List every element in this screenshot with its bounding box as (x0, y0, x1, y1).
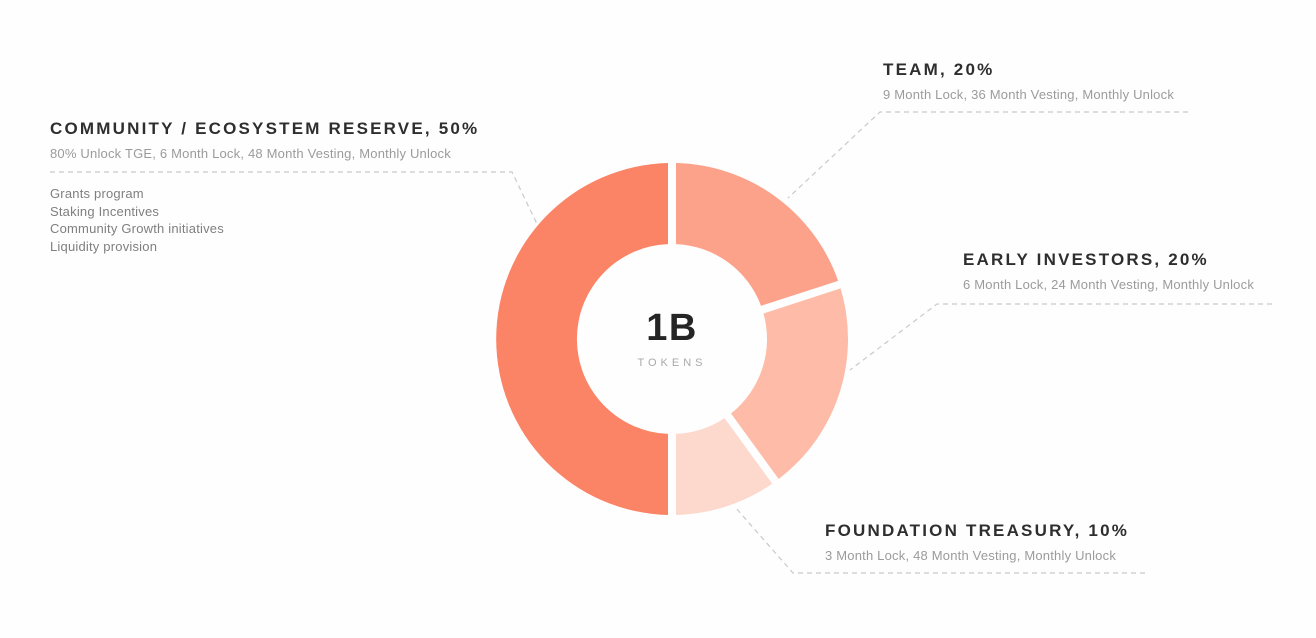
callout-community: COMMUNITY / ECOSYSTEM RESERVE, 50% 80% U… (50, 119, 479, 161)
callout-early-investors-title: EARLY INVESTORS, 20% (963, 250, 1209, 269)
callout-early-investors: EARLY INVESTORS, 20% 6 Month Lock, 24 Mo… (963, 250, 1254, 292)
total-supply-caption: TOKENS (637, 357, 707, 369)
donut-center-label: 1B TOKENS (637, 307, 706, 369)
note-staking-incentives: Staking Incentives (50, 203, 160, 219)
total-supply-value: 1B (646, 307, 698, 349)
note-community-growth: Community Growth initiatives (50, 221, 224, 236)
note-liquidity-provision: Liquidity provision (50, 238, 158, 254)
callout-team: TEAM, 20% 9 Month Lock, 36 Month Vesting… (883, 60, 1174, 102)
callout-foundation-treasury-title: FOUNDATION TREASURY, 10% (825, 521, 1130, 540)
donut-segment-team (676, 163, 839, 306)
callout-community-title: COMMUNITY / ECOSYSTEM RESERVE, 50% (50, 119, 480, 138)
community-notes-list: Grants program Staking Incentives Commun… (50, 185, 224, 255)
callout-foundation-treasury: FOUNDATION TREASURY, 10% 3 Month Lock, 4… (825, 521, 1129, 563)
callout-team-subtitle: 9 Month Lock, 36 Month Vesting, Monthly … (883, 87, 1175, 102)
leader-line-early-investors (849, 303, 1272, 371)
donut-segment-community-ecosystem-reserve (496, 163, 668, 515)
leader-line-team (787, 111, 1188, 199)
note-grants-program: Grants program (50, 186, 144, 201)
callout-early-investors-subtitle: 6 Month Lock, 24 Month Vesting, Monthly … (963, 277, 1255, 292)
leader-line-foundation-treasury (734, 506, 1145, 574)
donut-segment-foundation-treasury (676, 418, 773, 515)
callout-community-subtitle: 80% Unlock TGE, 6 Month Lock, 48 Month V… (50, 146, 451, 161)
leader-line-community-ecosystem-reserve (50, 171, 539, 227)
donut-segment-early-investors (731, 288, 849, 479)
callout-team-title: TEAM, 20% (883, 60, 995, 79)
callout-foundation-treasury-subtitle: 3 Month Lock, 48 Month Vesting, Monthly … (825, 548, 1117, 563)
